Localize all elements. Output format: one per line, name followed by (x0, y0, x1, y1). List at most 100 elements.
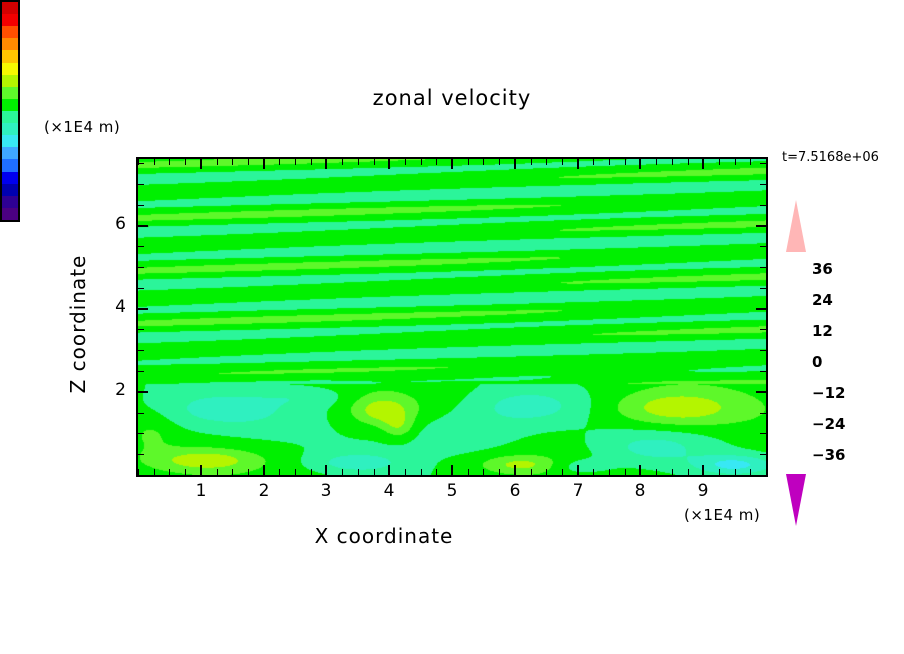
x-minor-tick-top (374, 159, 375, 165)
colorbar-band (2, 74, 18, 87)
x-minor-tick (766, 469, 767, 475)
y-major-tick-right (756, 308, 766, 310)
y-minor-tick (138, 350, 144, 351)
colorbar-band (2, 159, 18, 172)
x-major-tick-top (263, 159, 265, 169)
x-tick-label-2: 2 (258, 481, 270, 501)
x-minor-tick (609, 469, 610, 475)
x-major-tick-top (639, 159, 641, 169)
y-major-tick-right (756, 225, 766, 227)
y-major-tick-right (756, 391, 766, 393)
x-minor-tick-top (138, 159, 139, 165)
x-minor-tick (295, 469, 296, 475)
y-minor-tick-right (760, 475, 766, 476)
colorbar-tick-label--36: −36 (812, 446, 846, 465)
x-minor-tick (750, 469, 751, 475)
contour-field (138, 159, 766, 475)
colorbar-tick-label--12: −12 (812, 384, 846, 403)
x-major-tick (577, 465, 579, 475)
y-minor-tick (138, 205, 144, 206)
x-major-tick (702, 465, 704, 475)
y-tick-label-4: 4 (115, 297, 126, 317)
x-minor-tick (483, 469, 484, 475)
colorbar (0, 0, 20, 222)
colorbar-tick-label-0: 0 (812, 353, 823, 371)
x-minor-tick (374, 469, 375, 475)
x-major-tick (514, 465, 516, 475)
y-minor-tick-right (760, 184, 766, 185)
x-minor-tick-top (279, 159, 280, 165)
colorbar-over-cap (786, 200, 806, 252)
y-axis-title: Z coordinate (66, 254, 90, 394)
y-minor-tick (138, 433, 144, 434)
y-axis-units-label: (×1E4 m) (44, 118, 121, 136)
x-major-tick (325, 465, 327, 475)
x-minor-tick-top (311, 159, 312, 165)
x-major-tick (451, 465, 453, 475)
x-minor-tick-top (593, 159, 594, 165)
x-major-tick-top (325, 159, 327, 169)
y-tick-label-6: 6 (115, 214, 126, 234)
x-major-tick-top (577, 159, 579, 169)
x-minor-tick-top (468, 159, 469, 165)
x-minor-tick-top (483, 159, 484, 165)
y-minor-tick (138, 184, 144, 185)
x-minor-tick-top (531, 159, 532, 165)
x-minor-tick (735, 469, 736, 475)
x-minor-tick (531, 469, 532, 475)
x-minor-tick (342, 469, 343, 475)
x-minor-tick (499, 469, 500, 475)
x-minor-tick-top (750, 159, 751, 165)
x-minor-tick (248, 469, 249, 475)
colorbar-band (2, 147, 18, 160)
x-minor-tick-top (169, 159, 170, 165)
y-minor-tick-right (760, 371, 766, 372)
x-axis-title: X coordinate (314, 524, 454, 548)
y-major-tick (138, 225, 148, 227)
y-major-tick (138, 308, 148, 310)
x-minor-tick (358, 469, 359, 475)
colorbar-band (2, 207, 18, 220)
x-minor-tick-top (217, 159, 218, 165)
x-minor-tick (421, 469, 422, 475)
x-minor-tick-top (719, 159, 720, 165)
x-tick-label-8: 8 (634, 481, 646, 501)
x-minor-tick-top (185, 159, 186, 165)
colorbar-band (2, 38, 18, 51)
x-minor-tick (562, 469, 563, 475)
x-minor-tick (217, 469, 218, 475)
y-minor-tick-right (760, 329, 766, 330)
x-major-tick-top (200, 159, 202, 169)
x-minor-tick-top (154, 159, 155, 165)
x-minor-tick (279, 469, 280, 475)
y-minor-tick (138, 475, 144, 476)
x-major-tick (388, 465, 390, 475)
x-tick-label-7: 7 (572, 481, 584, 501)
x-tick-label-6: 6 (509, 481, 521, 501)
contour-plot-area (136, 157, 768, 477)
x-minor-tick-top (232, 159, 233, 165)
y-minor-tick (138, 454, 144, 455)
x-major-tick-top (514, 159, 516, 169)
colorbar-tick-label--24: −24 (812, 415, 846, 434)
colorbar-band (2, 2, 18, 15)
y-minor-tick-right (760, 454, 766, 455)
colorbar-under-cap (786, 474, 806, 526)
x-minor-tick (546, 469, 547, 475)
x-minor-tick-top (421, 159, 422, 165)
y-major-tick (138, 391, 148, 393)
y-minor-tick (138, 267, 144, 268)
x-minor-tick-top (656, 159, 657, 165)
x-axis-units-label: (×1E4 m) (684, 506, 761, 524)
colorbar-band (2, 86, 18, 99)
y-minor-tick (138, 413, 144, 414)
colorbar-tick-label-12: 12 (812, 321, 833, 340)
x-minor-tick-top (688, 159, 689, 165)
y-minor-tick (138, 329, 144, 330)
colorbar-band (2, 14, 18, 27)
x-minor-tick (311, 469, 312, 475)
colorbar-band (2, 171, 18, 184)
colorbar-band (2, 183, 18, 196)
colorbar-band (2, 195, 18, 208)
x-major-tick (200, 465, 202, 475)
